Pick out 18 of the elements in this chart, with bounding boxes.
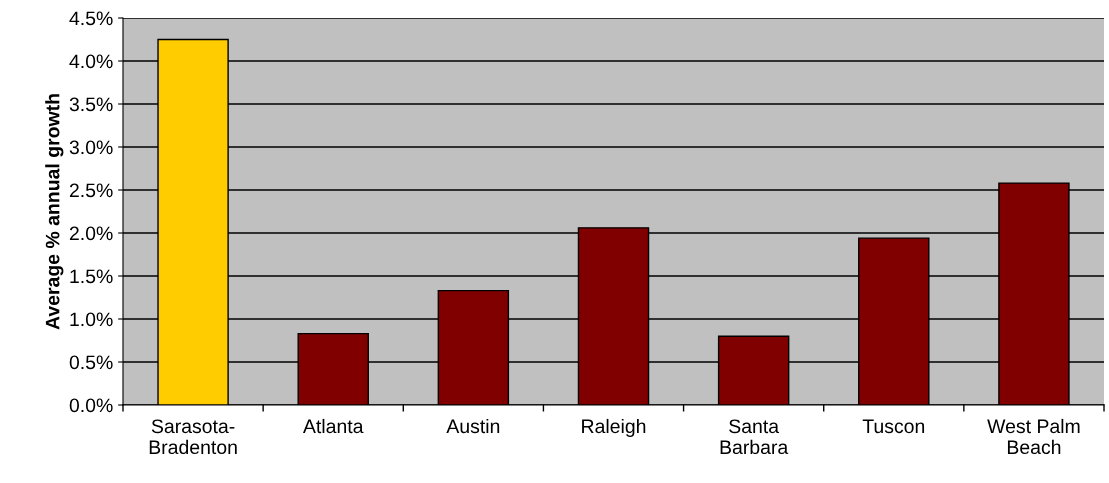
x-tick-label: Austin [446,418,500,434]
x-tick-label: Tuscon [862,419,925,434]
x-tick-label: Raleigh [582,418,646,438]
y-tick-label: 3.5% [69,97,113,112]
x-tick-label: West Palm Beach [987,418,1080,455]
y-tick-label: 4.5% [69,11,113,26]
y-axis-title: Average % annual growth [45,94,64,330]
y-tick-label: 2.0% [69,226,113,241]
y-tick-label: 3.0% [69,140,113,155]
y-tick-label: 4.0% [69,54,113,69]
y-tick-label: 0.0% [69,398,113,413]
y-tick-label: 0.5% [69,355,113,370]
x-tick-label: Sarasota- Bradenton [149,419,237,455]
y-tick-label: 1.5% [70,269,113,284]
y-tick-label: 2.5% [69,183,113,198]
x-tick-label: Atlanta [302,418,364,434]
x-tick-label: Santa Barbara [720,419,789,455]
y-tick-label: 1.0% [70,312,113,327]
